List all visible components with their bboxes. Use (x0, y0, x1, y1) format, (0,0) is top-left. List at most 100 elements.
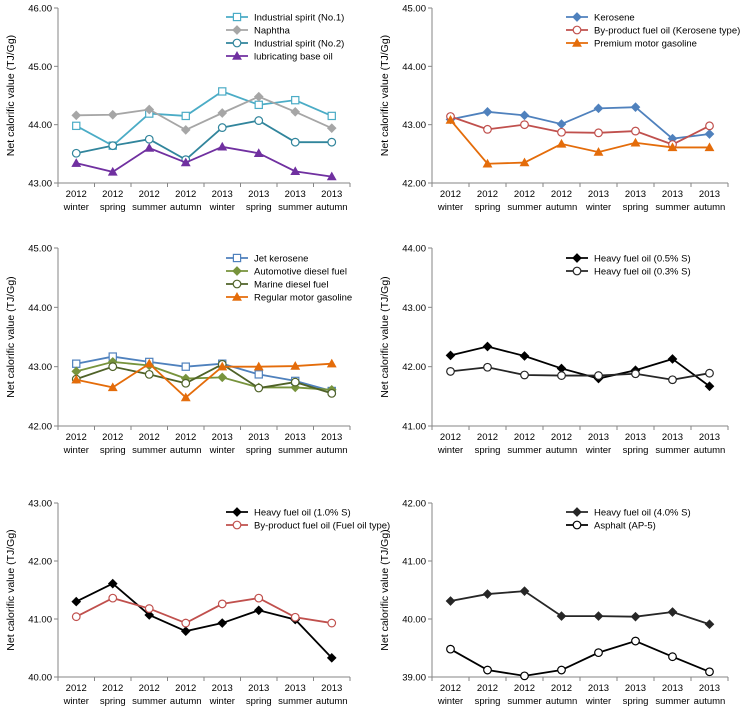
x-tick-label-year: 2013 (662, 189, 683, 200)
x-tick-label-year: 2013 (212, 432, 233, 443)
x-tick-label-year: 2012 (139, 432, 160, 443)
data-point (631, 126, 640, 136)
data-point (705, 667, 714, 677)
x-tick-label-year: 2012 (477, 432, 498, 443)
data-point (144, 104, 155, 115)
x-tick-label-year: 2013 (285, 189, 306, 200)
data-point (326, 123, 337, 133)
data-point (71, 148, 81, 158)
x-tick-label-season: summer (507, 696, 541, 707)
data-point (254, 383, 264, 393)
x-tick-label-year: 2013 (285, 432, 306, 443)
x-tick-label-year: 2013 (699, 683, 720, 694)
data-point (482, 341, 493, 352)
x-tick-label-year: 2013 (625, 683, 646, 694)
data-point (107, 109, 118, 120)
data-point (144, 610, 155, 620)
data-point (217, 618, 228, 628)
data-point (704, 381, 715, 392)
data-point (107, 382, 118, 392)
y-tick-label: 46.00 (28, 4, 52, 15)
legend-label: Heavy fuel oil (4.0% S) (594, 508, 691, 519)
data-point (705, 368, 714, 378)
data-point (218, 87, 227, 96)
legend-label: Marine diesel fuel (254, 280, 328, 291)
data-point (180, 125, 191, 135)
series-line (449, 119, 710, 165)
data-point (667, 142, 678, 152)
x-tick-label-year: 2013 (699, 432, 720, 443)
x-tick-label-year: 2013 (321, 189, 342, 200)
data-point (253, 148, 264, 157)
legend-label: Naphtha (254, 26, 291, 37)
x-tick-label-year: 2013 (662, 432, 683, 443)
data-point (144, 358, 155, 368)
y-tick-label: 45.00 (402, 4, 426, 15)
x-tick-label-season: winter (209, 445, 235, 456)
x-tick-label-season: autumn (316, 696, 348, 707)
legend-marker (572, 37, 582, 47)
y-axis-title: Net calorific value (TJ/Gg) (5, 529, 17, 650)
x-tick-label-season: spring (475, 445, 501, 456)
data-point (556, 611, 567, 621)
series-line (75, 597, 332, 625)
data-point (71, 158, 82, 167)
data-point (326, 171, 337, 181)
x-tick-label-season: winter (585, 202, 611, 213)
x-tick-label-season: spring (246, 696, 272, 707)
x-tick-label-year: 2012 (440, 189, 461, 200)
x-tick-label-year: 2012 (551, 189, 572, 200)
x-tick-label-year: 2012 (102, 189, 123, 200)
x-tick-label-season: autumn (546, 202, 578, 213)
x-tick-label-season: summer (132, 696, 166, 707)
x-tick-label-season: winter (437, 445, 463, 456)
legend-marker (232, 266, 242, 276)
x-tick-label-season: winter (63, 696, 89, 707)
data-point (108, 593, 118, 603)
data-point (630, 102, 641, 112)
data-point (445, 114, 456, 124)
x-tick-label-year: 2012 (440, 683, 461, 694)
y-tick-label: 39.00 (402, 673, 426, 684)
legend-label: Heavy fuel oil (0.3% S) (594, 267, 691, 278)
data-point (631, 636, 640, 646)
data-point (704, 142, 715, 152)
data-point (445, 596, 456, 606)
data-point (326, 358, 337, 368)
series-line (76, 362, 332, 399)
x-tick-label-year: 2012 (551, 683, 572, 694)
x-tick-label-year: 2012 (66, 189, 87, 200)
x-tick-label-season: winter (437, 202, 463, 213)
data-point (556, 119, 567, 129)
data-point (594, 128, 603, 138)
data-point (556, 138, 567, 148)
data-point (483, 124, 492, 134)
x-tick-label-season: autumn (170, 445, 202, 456)
data-point (668, 652, 677, 662)
series-line (76, 361, 332, 391)
data-point (71, 374, 82, 384)
x-tick-label-year: 2012 (477, 683, 498, 694)
series-line (76, 355, 332, 392)
y-tick-label: 42.00 (402, 362, 426, 373)
series-line (75, 363, 333, 395)
data-point (180, 157, 191, 167)
data-point (108, 141, 118, 151)
legend-label: Jet kerosene (254, 254, 308, 265)
legend-label: Kerosene (594, 13, 635, 24)
data-point (291, 95, 300, 105)
x-tick-label-season: autumn (316, 445, 348, 456)
x-tick-label-season: autumn (694, 202, 726, 213)
data-point (290, 137, 300, 147)
legend-marker (572, 507, 582, 517)
x-tick-label-season: winter (63, 202, 89, 213)
legend-label: Asphalt (AP-5) (594, 521, 656, 532)
data-point (327, 388, 337, 398)
data-point (519, 351, 530, 361)
legend-marker (232, 25, 242, 35)
data-point (704, 129, 715, 139)
x-tick-label-year: 2012 (102, 683, 123, 694)
x-tick-label-year: 2012 (175, 683, 196, 694)
x-tick-label-year: 2012 (551, 432, 572, 443)
y-tick-label: 41.00 (402, 422, 426, 433)
